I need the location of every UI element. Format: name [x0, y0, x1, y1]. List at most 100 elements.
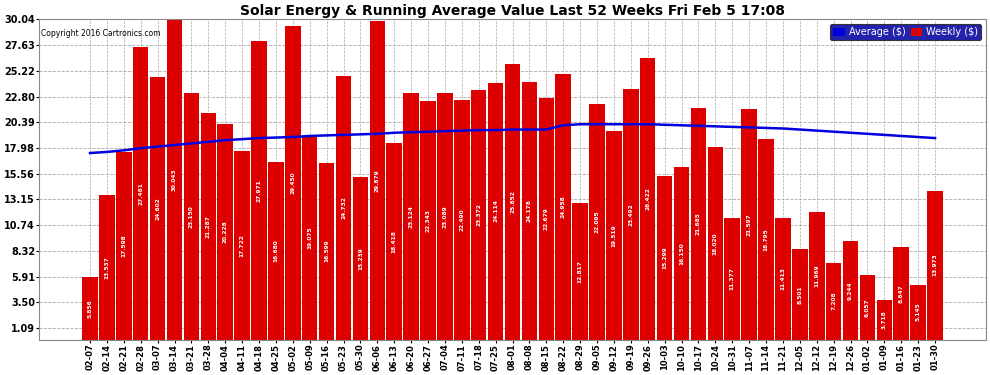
Bar: [742, 110, 757, 339]
Title: Solar Energy & Running Average Value Last 52 Weeks Fri Feb 5 17:08: Solar Energy & Running Average Value Las…: [240, 4, 785, 18]
Text: 24.178: 24.178: [527, 199, 532, 222]
Bar: [708, 147, 723, 339]
Text: 7.208: 7.208: [832, 292, 837, 310]
Text: 23.150: 23.150: [189, 205, 194, 228]
Text: 3.718: 3.718: [882, 310, 887, 329]
Text: 19.075: 19.075: [307, 226, 312, 249]
Bar: [758, 139, 774, 339]
Bar: [859, 275, 875, 339]
Text: 18.795: 18.795: [763, 228, 768, 251]
Text: 13.537: 13.537: [104, 256, 110, 279]
Bar: [775, 218, 791, 339]
Bar: [876, 300, 892, 339]
Bar: [218, 124, 233, 339]
Bar: [826, 263, 842, 339]
Text: Copyright 2016 Cartronics.com: Copyright 2016 Cartronics.com: [42, 29, 160, 38]
Bar: [792, 249, 808, 339]
Bar: [842, 241, 858, 339]
Text: 6.057: 6.057: [865, 298, 870, 316]
Text: 21.287: 21.287: [206, 214, 211, 237]
Text: 11.377: 11.377: [730, 267, 735, 290]
Bar: [471, 90, 486, 339]
Text: 18.020: 18.020: [713, 232, 718, 255]
Bar: [369, 21, 385, 339]
Text: 22.490: 22.490: [459, 209, 464, 231]
Text: 23.492: 23.492: [629, 203, 634, 226]
Text: 24.958: 24.958: [560, 195, 565, 218]
Bar: [539, 98, 554, 339]
Text: 17.598: 17.598: [122, 234, 127, 257]
Text: 16.599: 16.599: [324, 240, 329, 262]
Text: 29.450: 29.450: [290, 171, 295, 194]
Bar: [911, 285, 926, 339]
Bar: [420, 101, 436, 339]
Text: 11.413: 11.413: [780, 267, 785, 290]
Text: 17.722: 17.722: [240, 234, 245, 256]
Bar: [555, 74, 571, 339]
Bar: [572, 203, 588, 339]
Bar: [928, 190, 942, 339]
Bar: [640, 58, 655, 339]
Text: 15.299: 15.299: [662, 247, 667, 269]
Bar: [336, 76, 351, 339]
Bar: [166, 19, 182, 339]
Bar: [623, 89, 639, 339]
Bar: [285, 26, 301, 339]
Text: 27.481: 27.481: [139, 182, 144, 204]
Bar: [352, 177, 368, 339]
Bar: [99, 195, 115, 339]
Text: 21.685: 21.685: [696, 213, 701, 236]
Text: 23.124: 23.124: [409, 205, 414, 228]
Bar: [656, 177, 672, 339]
Bar: [302, 136, 318, 339]
Text: 22.343: 22.343: [426, 209, 431, 232]
Text: 24.114: 24.114: [493, 200, 498, 222]
Bar: [82, 277, 98, 339]
Bar: [116, 152, 132, 339]
Bar: [606, 132, 622, 339]
Text: 16.150: 16.150: [679, 242, 684, 265]
Bar: [386, 143, 402, 339]
Text: 29.879: 29.879: [375, 169, 380, 192]
Text: 18.418: 18.418: [392, 230, 397, 253]
Text: 22.679: 22.679: [544, 207, 548, 230]
Bar: [438, 93, 452, 339]
Text: 8.647: 8.647: [899, 284, 904, 303]
Text: 12.817: 12.817: [577, 260, 583, 283]
Text: 13.973: 13.973: [933, 254, 938, 276]
Text: 21.597: 21.597: [746, 213, 751, 236]
Bar: [454, 100, 469, 339]
Bar: [809, 212, 825, 339]
Bar: [589, 104, 605, 339]
Text: 24.602: 24.602: [155, 197, 160, 220]
Text: 9.244: 9.244: [848, 281, 853, 300]
Bar: [183, 93, 199, 339]
Text: 27.971: 27.971: [256, 179, 261, 202]
Text: 22.095: 22.095: [595, 210, 600, 233]
Text: 5.856: 5.856: [87, 299, 92, 318]
Bar: [268, 162, 284, 339]
Bar: [725, 218, 740, 339]
Bar: [488, 82, 503, 339]
Bar: [403, 93, 419, 339]
Text: 11.969: 11.969: [814, 264, 820, 287]
Bar: [235, 151, 249, 339]
Bar: [201, 112, 216, 339]
Bar: [522, 82, 538, 339]
Bar: [149, 77, 165, 339]
Text: 19.519: 19.519: [612, 224, 617, 247]
Text: 16.680: 16.680: [273, 239, 278, 262]
Bar: [505, 64, 521, 339]
Text: 15.239: 15.239: [358, 247, 363, 270]
Text: 26.422: 26.422: [645, 187, 650, 210]
Legend: Average ($), Weekly ($): Average ($), Weekly ($): [831, 24, 981, 40]
Text: 20.228: 20.228: [223, 220, 228, 243]
Text: 24.732: 24.732: [341, 196, 346, 219]
Text: 23.372: 23.372: [476, 204, 481, 226]
Text: 5.145: 5.145: [916, 303, 921, 321]
Text: 8.501: 8.501: [797, 285, 802, 303]
Bar: [674, 167, 689, 339]
Bar: [893, 248, 909, 339]
Text: 25.852: 25.852: [510, 190, 515, 213]
Bar: [319, 163, 335, 339]
